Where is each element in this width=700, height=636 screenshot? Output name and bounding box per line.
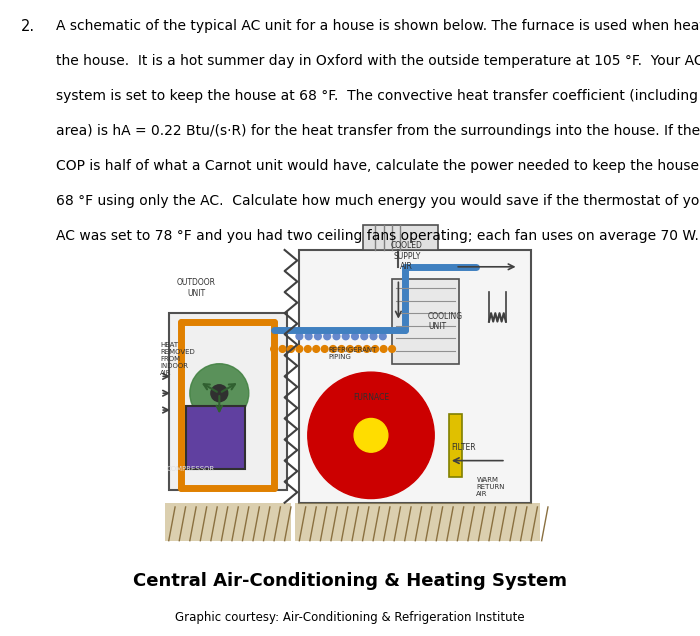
Circle shape: [389, 345, 396, 352]
Circle shape: [380, 345, 387, 352]
Circle shape: [304, 345, 312, 352]
Bar: [295, 502, 540, 541]
Circle shape: [211, 385, 228, 402]
Text: the house.  It is a hot summer day in Oxford with the outside temperature at 105: the house. It is a hot summer day in Oxf…: [56, 54, 700, 68]
Text: FURNACE: FURNACE: [353, 393, 389, 402]
Text: FILTER: FILTER: [452, 443, 476, 452]
Text: COMPRESSOR: COMPRESSOR: [167, 466, 215, 472]
Text: Graphic courtesy: Air-Conditioning & Refrigeration Institute: Graphic courtesy: Air-Conditioning & Ref…: [175, 611, 525, 623]
Text: WARM
RETURN
AIR: WARM RETURN AIR: [476, 478, 505, 497]
Circle shape: [361, 333, 368, 340]
Circle shape: [296, 333, 302, 340]
Circle shape: [372, 345, 379, 352]
Circle shape: [338, 345, 345, 352]
Circle shape: [355, 345, 362, 352]
Circle shape: [354, 418, 388, 452]
Circle shape: [351, 333, 358, 340]
Circle shape: [279, 345, 286, 352]
Circle shape: [370, 333, 377, 340]
Bar: [164, 502, 291, 541]
Circle shape: [342, 333, 349, 340]
Text: COOLED
SUPPLY
AIR: COOLED SUPPLY AIR: [391, 242, 423, 271]
Circle shape: [308, 372, 434, 499]
Text: Central Air-Conditioning & Heating System: Central Air-Conditioning & Heating Syste…: [133, 572, 567, 590]
Bar: [392, 279, 459, 364]
Bar: [363, 225, 438, 250]
Circle shape: [271, 345, 277, 352]
Circle shape: [288, 345, 294, 352]
Text: OUTDOOR
UNIT: OUTDOOR UNIT: [176, 278, 216, 298]
Circle shape: [305, 333, 312, 340]
Text: 68 °F using only the AC.  Calculate how much energy you would save if the thermo: 68 °F using only the AC. Calculate how m…: [56, 194, 700, 208]
Circle shape: [346, 345, 354, 352]
Text: COOLING
UNIT: COOLING UNIT: [428, 312, 463, 331]
Bar: [186, 406, 244, 469]
Bar: [300, 250, 531, 502]
Circle shape: [190, 364, 248, 423]
Circle shape: [296, 345, 302, 352]
Text: REFRIGERANT
PIPING: REFRIGERANT PIPING: [329, 347, 377, 360]
Circle shape: [313, 345, 320, 352]
Bar: [169, 313, 287, 490]
Bar: [449, 414, 461, 478]
Text: system is set to keep the house at 68 °F.  The convective heat transfer coeffici: system is set to keep the house at 68 °F…: [56, 89, 700, 103]
Circle shape: [330, 345, 337, 352]
Circle shape: [324, 333, 330, 340]
Text: area) is hA = 0.22 Btu/(s·R) for the heat transfer from the surroundings into th: area) is hA = 0.22 Btu/(s·R) for the hea…: [56, 124, 700, 138]
Circle shape: [363, 345, 370, 352]
Text: 2.: 2.: [21, 19, 35, 34]
Text: HEAT
REMOVED
FROM
INDOOR
AIR: HEAT REMOVED FROM INDOOR AIR: [160, 343, 195, 377]
Circle shape: [321, 345, 328, 352]
Circle shape: [314, 333, 321, 340]
Text: COP is half of what a Carnot unit would have, calculate the power needed to keep: COP is half of what a Carnot unit would …: [56, 159, 700, 173]
Text: A schematic of the typical AC unit for a house is shown below. The furnace is us: A schematic of the typical AC unit for a…: [56, 19, 700, 33]
Circle shape: [333, 333, 340, 340]
Text: AC was set to 78 °F and you had two ceiling fans operating; each fan uses on ave: AC was set to 78 °F and you had two ceil…: [56, 229, 699, 243]
Circle shape: [379, 333, 386, 340]
